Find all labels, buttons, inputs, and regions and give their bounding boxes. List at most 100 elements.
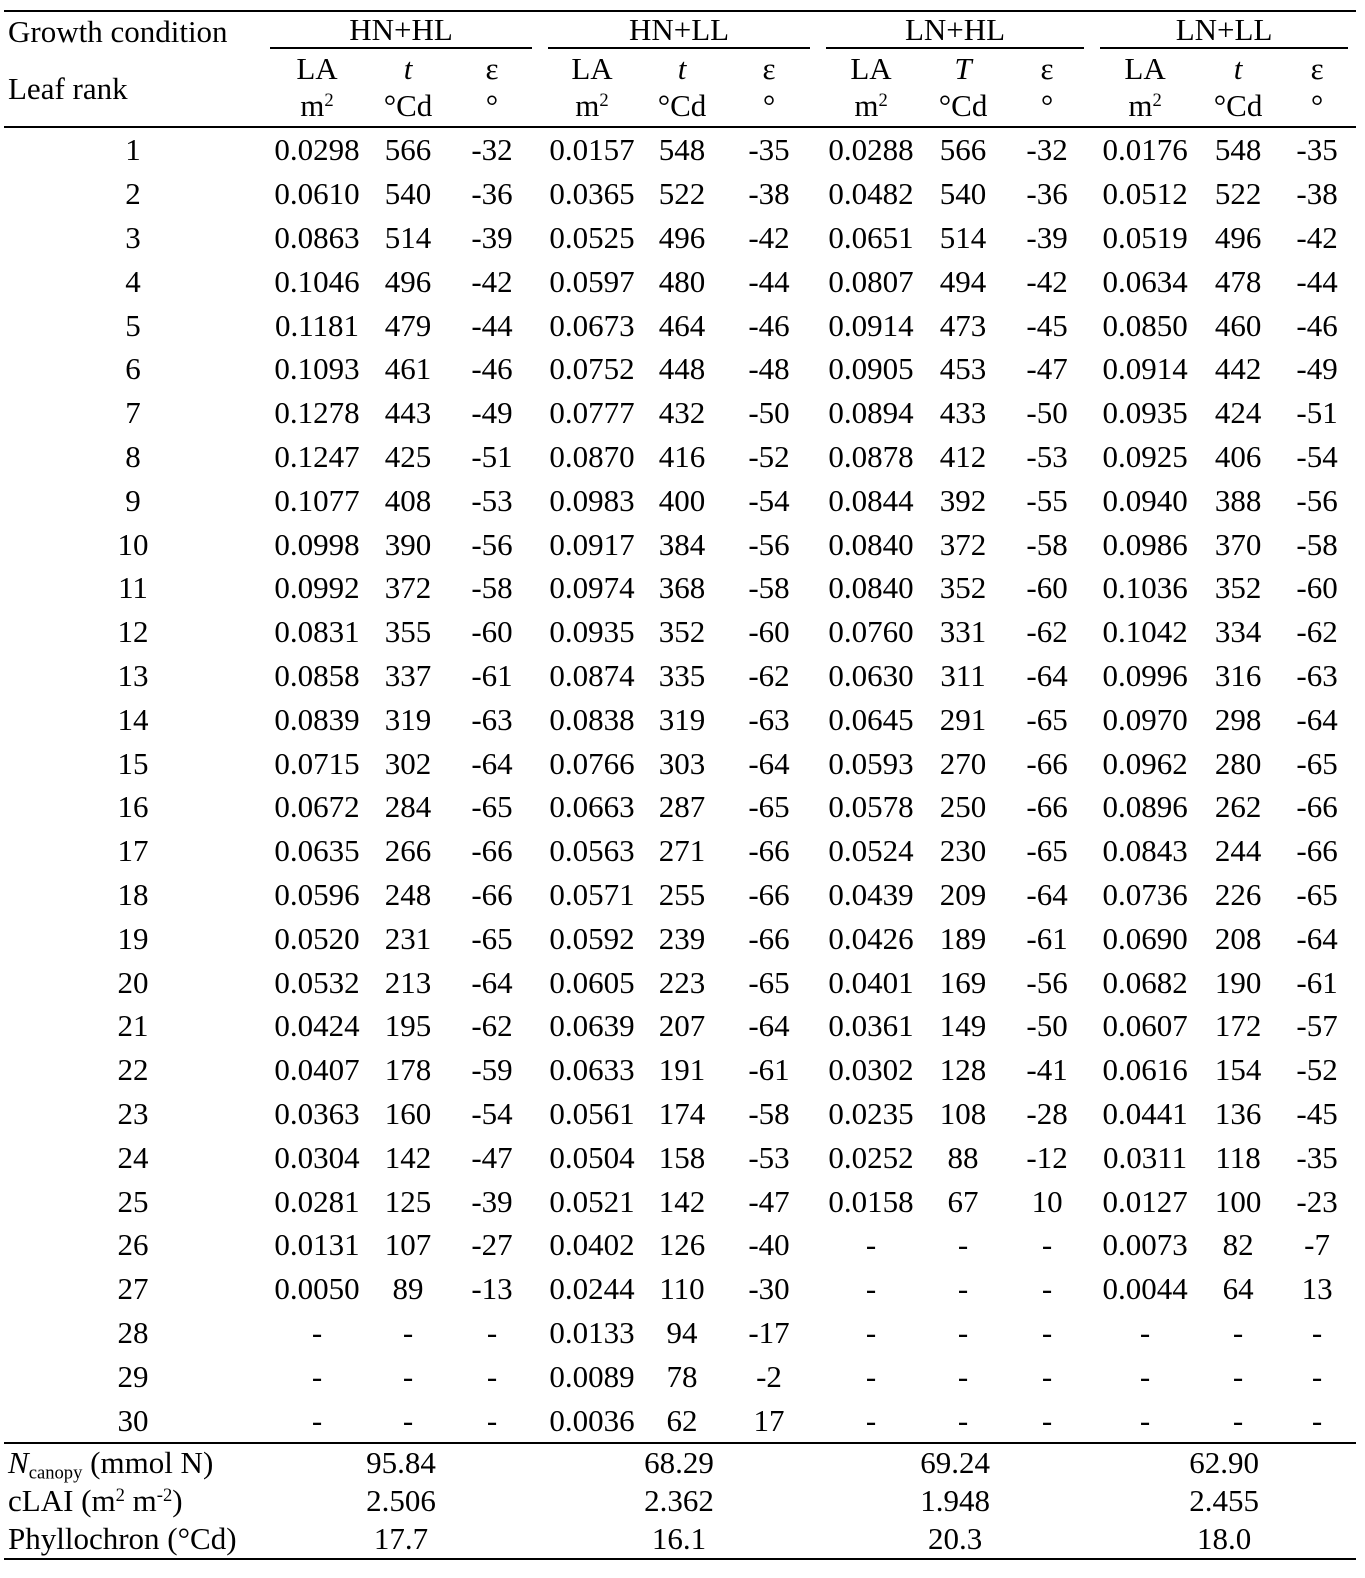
table-cell: 0.0524 [828,833,914,869]
table-cell: 0.0878 [828,438,914,474]
table-cell: 0.0561 [549,1095,635,1131]
table-cell: -60 [1026,570,1068,606]
table-cell: -66 [1026,745,1068,781]
table-row: 4 0.1046 496 -42 0.0597 480 -44 0.0807 494 -42 0.0… [4,259,1356,303]
table-cell: 107 [384,1227,432,1263]
table-cell: 0.0616 [1102,1052,1188,1088]
table-row: 30 - - - 0.0036 62 17 - - - - - - [4,1398,1356,1443]
table-cell: 0.0593 [828,745,914,781]
clai-value: 1.948 [920,1483,990,1519]
table-cell: 89 [392,1271,424,1307]
table-cell: -56 [471,526,513,562]
table-cell: -59 [471,1052,513,1088]
table-cell: 270 [939,745,987,781]
table-cell: 0.0176 [1102,132,1188,168]
table-cell: 0.0935 [1102,395,1188,431]
column-symbol: T [954,51,972,86]
table-cell: 514 [384,219,432,255]
phyllochron-value: 18.0 [1092,1519,1357,1560]
table-cell: 0.1093 [274,351,360,387]
table-cell: 0.0850 [1102,307,1188,343]
table-cell: 0.0571 [549,876,635,912]
table-cell: -61 [471,657,513,693]
table-cell: -65 [471,789,513,825]
table-cell: - [1232,1314,1244,1350]
table-cell: -44 [748,263,790,299]
table-cell: 0.0482 [828,176,914,212]
table-row: 23 0.0363 160 -54 0.0561 174 -58 0.0235 108 -28 0.… [4,1092,1356,1136]
table-cell: 0.0760 [828,614,914,650]
table-cell: 0.0962 [1102,745,1188,781]
table-cell: - [1041,1358,1053,1394]
table-cell: - [1311,1314,1323,1350]
table-cell: 136 [1214,1095,1262,1131]
table-cell: -66 [748,833,790,869]
table-cell: -60 [748,614,790,650]
leaf-rank-cell: 15 [117,745,149,781]
table-cell: -44 [471,307,513,343]
column-symbol: LA [571,51,613,86]
table-row: 3 0.0863 514 -39 0.0525 496 -42 0.0651 514 -39 0.0… [4,216,1356,260]
table-cell: 142 [658,1183,706,1219]
table-cell: -13 [471,1271,513,1307]
table-cell: 0.0441 [1102,1095,1188,1131]
leaf-rank-cell: 1 [125,132,141,168]
table-cell: -32 [1026,132,1068,168]
table-cell: 400 [658,482,706,518]
leaf-rank-cell: 26 [117,1227,149,1263]
table-cell: -62 [1296,614,1338,650]
table-cell: -50 [1026,395,1068,431]
table-cell: -64 [748,745,790,781]
column-symbol: ε [762,51,776,86]
table-cell: 0.0252 [828,1139,914,1175]
table-cell: 0.0914 [1102,351,1188,387]
table-cell: 453 [939,351,987,387]
leaf-rank-cell: 5 [125,307,141,343]
table-cell: 311 [940,657,986,693]
table-cell: - [1041,1271,1053,1307]
table-cell: 464 [658,307,706,343]
table-cell: -61 [748,1052,790,1088]
table-cell: - [865,1402,877,1438]
table-cell: 0.0050 [274,1271,360,1307]
table-cell: 480 [658,263,706,299]
table-cell: - [957,1271,969,1307]
table-cell: 368 [658,570,706,606]
table-cell: -56 [1296,482,1338,518]
table-cell: 126 [658,1227,706,1263]
table-cell: 223 [658,964,706,1000]
table-cell: 0.1278 [274,395,360,431]
table-cell: 352 [939,570,987,606]
table-cell: -53 [748,1139,790,1175]
table-cell: -32 [471,132,513,168]
table-cell: 0.1042 [1102,614,1188,650]
table-cell: -49 [1296,351,1338,387]
table-row: 26 0.0131 107 -27 0.0402 126 -40 - - - 0.0073 82 -7 [4,1223,1356,1267]
column-symbol: t [677,51,687,86]
leaf-data-table: Growth condition HN+HL HN+LL LN+HL LN+LL… [4,10,1357,1560]
leaf-rank-cell: 18 [117,876,149,912]
table-cell: -62 [1026,614,1068,650]
table-cell: 0.0563 [549,833,635,869]
table-cell: 0.0998 [274,526,360,562]
table-cell: - [957,1314,969,1350]
table-cell: 540 [384,176,432,212]
table-cell: -65 [1026,701,1068,737]
table-cell: 0.0858 [274,657,360,693]
table-cell: 566 [384,132,432,168]
table-cell: 0.0127 [1102,1183,1188,1219]
table-cell: -66 [471,876,513,912]
table-row: 19 0.0520 231 -65 0.0592 239 -66 0.0426 189 -61 0.… [4,916,1356,960]
table-cell: 0.0157 [549,132,635,168]
table-cell: 0.0073 [1102,1227,1188,1263]
table-row: 22 0.0407 178 -59 0.0633 191 -61 0.0302 128 -41 0.… [4,1048,1356,1092]
table-cell: 355 [384,614,432,650]
column-unit: °Cd [372,84,444,128]
table-row: 27 0.0050 89 -13 0.0244 110 -30 - - - 0.0044 64 13 [4,1267,1356,1311]
leaf-rank-cell: 9 [125,482,141,518]
leaf-rank-cell: 23 [117,1095,149,1131]
ncanopy-label: Ncanopy (mmol N) [4,1441,262,1483]
table-cell: -53 [1026,438,1068,474]
leaf-rank-cell: 12 [117,614,149,650]
table-cell: -64 [1296,701,1338,737]
